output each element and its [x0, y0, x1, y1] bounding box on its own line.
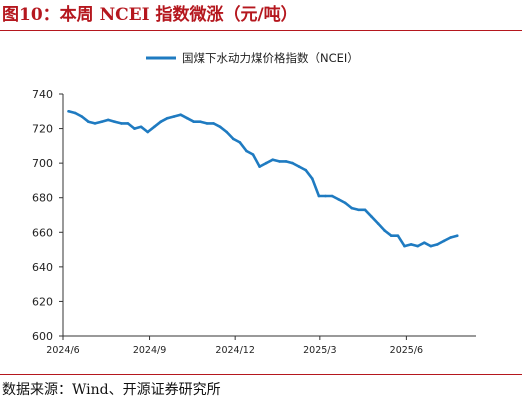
data-point — [337, 198, 340, 201]
line-chart: 国煤下水动力煤价格指数（NCEI） 600 620 640 660 680 700 720 7… — [32, 51, 476, 356]
data-point — [238, 141, 242, 144]
footer-rule — [0, 374, 522, 375]
data-point — [304, 168, 308, 172]
chart-legend: 国煤下水动力煤价格指数（NCEI） — [146, 51, 359, 65]
data-point — [284, 160, 288, 163]
data-point — [311, 177, 314, 180]
data-point — [225, 130, 228, 134]
data-point — [409, 243, 413, 246]
data-point — [297, 165, 301, 168]
legend-label: 国煤下水动力煤价格指数（NCEI） — [182, 51, 359, 65]
data-point — [455, 234, 459, 237]
data-point — [166, 116, 169, 120]
tick-labels: 600 620 640 660 680 700 720 740 2024/6 2024/9 2024… — [32, 88, 423, 356]
data-point — [73, 111, 77, 115]
data-point — [396, 234, 400, 237]
data-point — [357, 208, 360, 212]
data-point — [291, 161, 294, 165]
x-tick-label: 2025/3 — [303, 345, 336, 356]
y-tick-label: 640 — [32, 261, 53, 274]
data-point — [153, 125, 156, 129]
data-point — [278, 160, 281, 163]
data-point — [343, 201, 347, 205]
data-point — [192, 120, 196, 123]
data-point — [146, 130, 149, 134]
data-point — [120, 122, 123, 125]
data-point — [106, 118, 110, 122]
data-point — [403, 244, 406, 248]
data-point — [258, 165, 261, 168]
data-point — [139, 125, 143, 129]
data-point — [251, 153, 255, 156]
data-point — [100, 120, 103, 123]
data-point — [429, 244, 433, 248]
data-point — [324, 194, 327, 198]
data-point — [390, 234, 393, 237]
y-tick-label: 620 — [32, 295, 53, 308]
data-point — [159, 120, 163, 123]
y-tick-label: 680 — [32, 192, 53, 205]
y-tick-label: 660 — [32, 226, 53, 239]
data-point — [363, 208, 367, 212]
data-point — [416, 244, 420, 248]
data-point — [264, 161, 268, 165]
data-point — [172, 115, 176, 118]
data-point — [179, 113, 182, 116]
x-tick-label: 2024/9 — [133, 345, 166, 356]
data-point — [436, 243, 439, 246]
x-tick-label: 2024/12 — [215, 345, 254, 356]
data-point — [93, 122, 97, 125]
data-point — [205, 122, 209, 125]
figure-title: 图10：本周 NCEI 指数微涨（元/吨） — [2, 5, 298, 25]
data-point — [87, 120, 90, 123]
data-point — [330, 194, 334, 198]
data-point — [317, 194, 321, 198]
data-point — [80, 115, 84, 118]
y-tick-label: 700 — [32, 157, 53, 170]
data-point — [245, 149, 248, 153]
data-point — [442, 239, 446, 243]
data-point — [133, 127, 136, 130]
data-point — [126, 122, 130, 125]
series-line-ncei — [67, 110, 459, 248]
data-point — [185, 116, 189, 120]
y-tick-label: 600 — [32, 330, 53, 343]
data-point — [67, 110, 70, 113]
data-point — [113, 120, 116, 123]
data-point — [199, 120, 202, 123]
plot-area — [67, 110, 459, 248]
chart-axes — [59, 93, 476, 340]
data-point — [383, 229, 387, 232]
data-point — [376, 222, 380, 225]
data-point — [232, 137, 235, 141]
data-point — [271, 158, 275, 161]
source-note: 数据来源：Wind、开源证券研究所 — [2, 382, 221, 398]
y-tick-label: 740 — [32, 88, 53, 101]
data-point — [350, 206, 354, 210]
y-tick-label: 720 — [32, 123, 53, 136]
data-point — [218, 125, 222, 129]
data-point — [449, 236, 452, 239]
x-tick-label: 2025/6 — [390, 345, 423, 356]
data-point — [423, 241, 426, 244]
title-rule — [0, 30, 522, 31]
x-tick-label: 2024/6 — [46, 345, 79, 356]
data-point — [370, 215, 373, 218]
data-point — [212, 122, 215, 125]
